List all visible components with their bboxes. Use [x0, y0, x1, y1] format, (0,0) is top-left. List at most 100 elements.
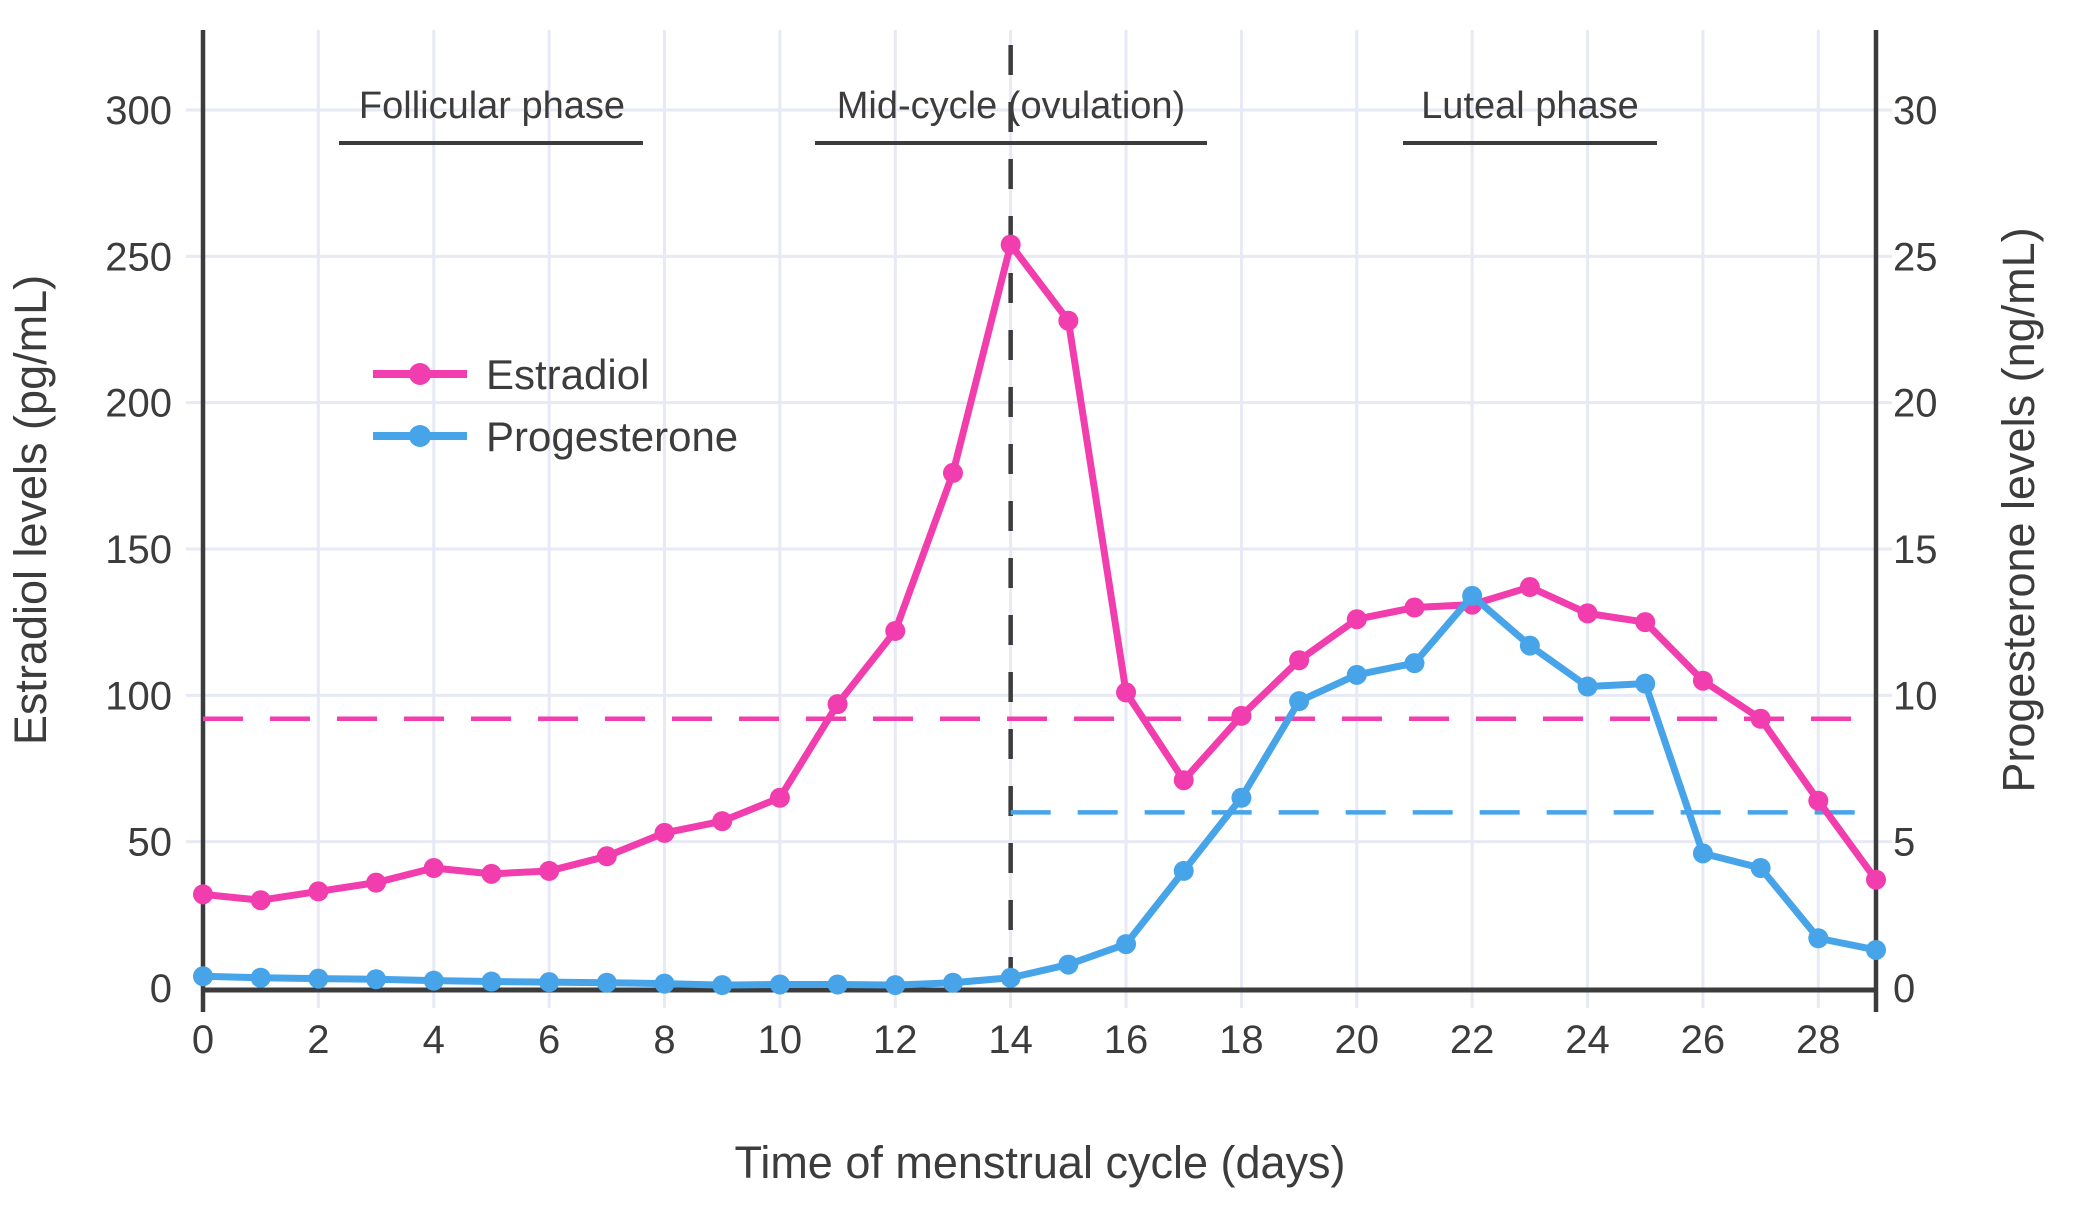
x-tick-label-16: 16: [1104, 1018, 1149, 1062]
progesterone-point-day-1: [250, 967, 271, 988]
left-y-axis-title: Estradiol levels (pg/mL): [5, 275, 56, 745]
progesterone-point-day-22: [1462, 585, 1483, 606]
progesterone-point-day-27: [1750, 858, 1771, 879]
progesterone-point-day-21: [1404, 653, 1425, 674]
progesterone-point-day-10: [769, 974, 790, 995]
estradiol-point-day-24: [1577, 603, 1598, 624]
estradiol-point-day-10: [769, 787, 790, 808]
progesterone-point-day-6: [539, 972, 560, 993]
x-axis-title: Time of menstrual cycle (days): [735, 1137, 1346, 1188]
estradiol-point-day-16: [1116, 682, 1137, 703]
left-y-tick-label-200: 200: [105, 382, 172, 426]
progesterone-point-day-11: [827, 974, 848, 995]
estradiol-point-day-0: [193, 884, 213, 905]
estradiol-point-day-18: [1231, 705, 1252, 726]
left-y-tick-label-100: 100: [105, 674, 172, 718]
estradiol-point-day-17: [1173, 770, 1194, 791]
estradiol-line: [199, 241, 1880, 904]
x-tick-label-26: 26: [1681, 1018, 1726, 1062]
x-tick-label-0: 0: [192, 1018, 214, 1062]
progesterone-point-day-29: [1866, 939, 1886, 960]
progesterone-point-day-12: [885, 975, 906, 996]
x-tick-label-10: 10: [758, 1018, 803, 1062]
estradiol-point-day-15: [1058, 310, 1079, 331]
estradiol-point-day-6: [539, 860, 560, 881]
estradiol-point-day-26: [1692, 670, 1713, 691]
progesterone-point-day-3: [366, 969, 387, 990]
progesterone-point-day-25: [1635, 673, 1656, 694]
estradiol-point-day-2: [308, 881, 329, 902]
progesterone-point-day-15: [1058, 954, 1079, 975]
right-y-tick-label-0: 0: [1893, 967, 1915, 1011]
legend: Estradiol Progesterone: [373, 351, 738, 460]
legend-item-progesterone: Progesterone: [373, 413, 738, 460]
right-y-tick-label-10: 10: [1893, 674, 1938, 718]
progesterone-point-day-14: [1000, 967, 1021, 988]
x-tick-label-28: 28: [1796, 1018, 1841, 1062]
x-tick-label-22: 22: [1450, 1018, 1495, 1062]
progesterone-point-day-17: [1173, 860, 1194, 881]
right-y-tick-label-20: 20: [1893, 382, 1938, 426]
progesterone-point-day-18: [1231, 787, 1252, 808]
progesterone-point-day-20: [1346, 664, 1367, 685]
legend-item-estradiol: Estradiol: [373, 351, 649, 398]
estradiol-point-day-5: [481, 863, 502, 884]
x-tick-label-8: 8: [653, 1018, 675, 1062]
estradiol-point-day-1: [250, 890, 271, 911]
progesterone-point-day-24: [1577, 676, 1598, 697]
x-tick-label-18: 18: [1219, 1018, 1264, 1062]
mid-cycle-phase-label: Mid-cycle (ovulation): [837, 85, 1185, 127]
x-tick-label-6: 6: [538, 1018, 560, 1062]
right-y-tick-label-5: 5: [1893, 821, 1915, 865]
right-y-axis-title: Progesterone levels (ng/mL): [1993, 227, 2044, 792]
estradiol-point-day-14: [1000, 234, 1021, 255]
x-tick-label-12: 12: [873, 1018, 918, 1062]
follicular-phase-label: Follicular phase: [359, 85, 625, 127]
progesterone-line: [199, 592, 1880, 989]
progesterone-point-day-28: [1808, 928, 1829, 949]
reference-lines-layer: [203, 45, 1876, 1010]
right-y-tick-label-30: 30: [1893, 89, 1938, 133]
x-tick-label-4: 4: [423, 1018, 445, 1062]
right-y-tick-label-25: 25: [1893, 235, 1938, 279]
progesterone-point-day-4: [423, 970, 444, 991]
left-y-tick-label-300: 300: [105, 89, 172, 133]
progesterone-legend-label: Progesterone: [486, 413, 738, 460]
progesterone-point-day-16: [1116, 934, 1137, 955]
estradiol-point-day-19: [1289, 650, 1310, 671]
x-tick-label-20: 20: [1335, 1018, 1380, 1062]
estradiol-point-day-25: [1635, 612, 1656, 633]
estradiol-point-day-11: [827, 694, 848, 715]
estradiol-point-day-7: [596, 846, 617, 867]
progesterone-point-day-7: [596, 972, 617, 993]
gridlines-layer: [186, 30, 1892, 1008]
progesterone-point-day-2: [308, 968, 329, 989]
axes-layer: [200, 30, 1879, 1012]
estradiol-point-day-23: [1519, 577, 1540, 598]
progesterone-point-day-13: [942, 972, 963, 993]
right-y-tick-label-15: 15: [1893, 528, 1938, 572]
estradiol-point-day-27: [1750, 708, 1771, 729]
progesterone-point-day-0: [193, 966, 213, 987]
estradiol-point-day-12: [885, 620, 906, 641]
progesterone-point-day-5: [481, 971, 502, 992]
luteal-phase-label: Luteal phase: [1421, 85, 1639, 127]
progesterone-point-day-19: [1289, 691, 1310, 712]
left-y-tick-label-0: 0: [150, 967, 172, 1011]
x-tick-label-2: 2: [307, 1018, 329, 1062]
tick-labels-layer: 0 2 4 6 8 10 12 14 16 18 20 22 24 26 28050100150200250…: [105, 89, 1937, 1062]
left-y-tick-label-50: 50: [128, 821, 173, 865]
progesterone-point-day-9: [712, 975, 733, 996]
estradiol-point-day-9: [712, 811, 733, 832]
progesterone-point-day-26: [1692, 843, 1713, 864]
estradiol-point-day-21: [1404, 597, 1425, 618]
estradiol-point-day-3: [366, 872, 387, 893]
estradiol-legend-marker-icon: [409, 363, 431, 385]
estradiol-point-day-8: [654, 822, 675, 843]
x-tick-label-14: 14: [988, 1018, 1033, 1062]
estradiol-point-day-20: [1346, 609, 1367, 630]
progesterone-legend-marker-icon: [409, 425, 431, 447]
estradiol-point-day-29: [1866, 869, 1886, 890]
